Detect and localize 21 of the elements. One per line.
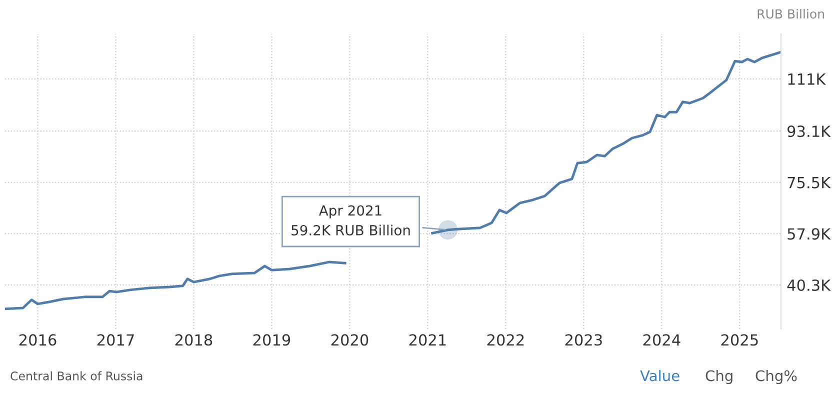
y-tick-label: 75.5K [788, 177, 831, 188]
x-tick-label: 2023 [565, 334, 602, 346]
y-tick-label: 93.1K [788, 126, 831, 138]
x-tick-label: 2017 [97, 334, 134, 346]
x-tick-label: 2019 [253, 334, 290, 346]
y-tick-label: 57.9K [788, 228, 831, 240]
text: Central Bank of Russia [10, 371, 142, 380]
y-tick-label: 111K [788, 74, 826, 85]
x-tick-label: 2024 [643, 334, 680, 346]
annotation: Apr 2021 59.2K RUB Billion [292, 205, 410, 236]
text: Value [640, 370, 680, 382]
x-tick-label: 2025 [721, 334, 758, 346]
y-tick-label: 40.3K [787, 279, 831, 292]
x-tick-label: 2016 [19, 334, 56, 346]
x-tick-label: 2021 [409, 334, 446, 346]
x-tick-label: 2020 [331, 334, 368, 346]
text: Chg [706, 370, 732, 384]
x-tick-label: 2018 [175, 334, 212, 346]
x-tick-label: 2022 [487, 334, 524, 346]
y-axis-title: RUB Billion [758, 8, 824, 19]
text: Chg% [756, 370, 797, 384]
